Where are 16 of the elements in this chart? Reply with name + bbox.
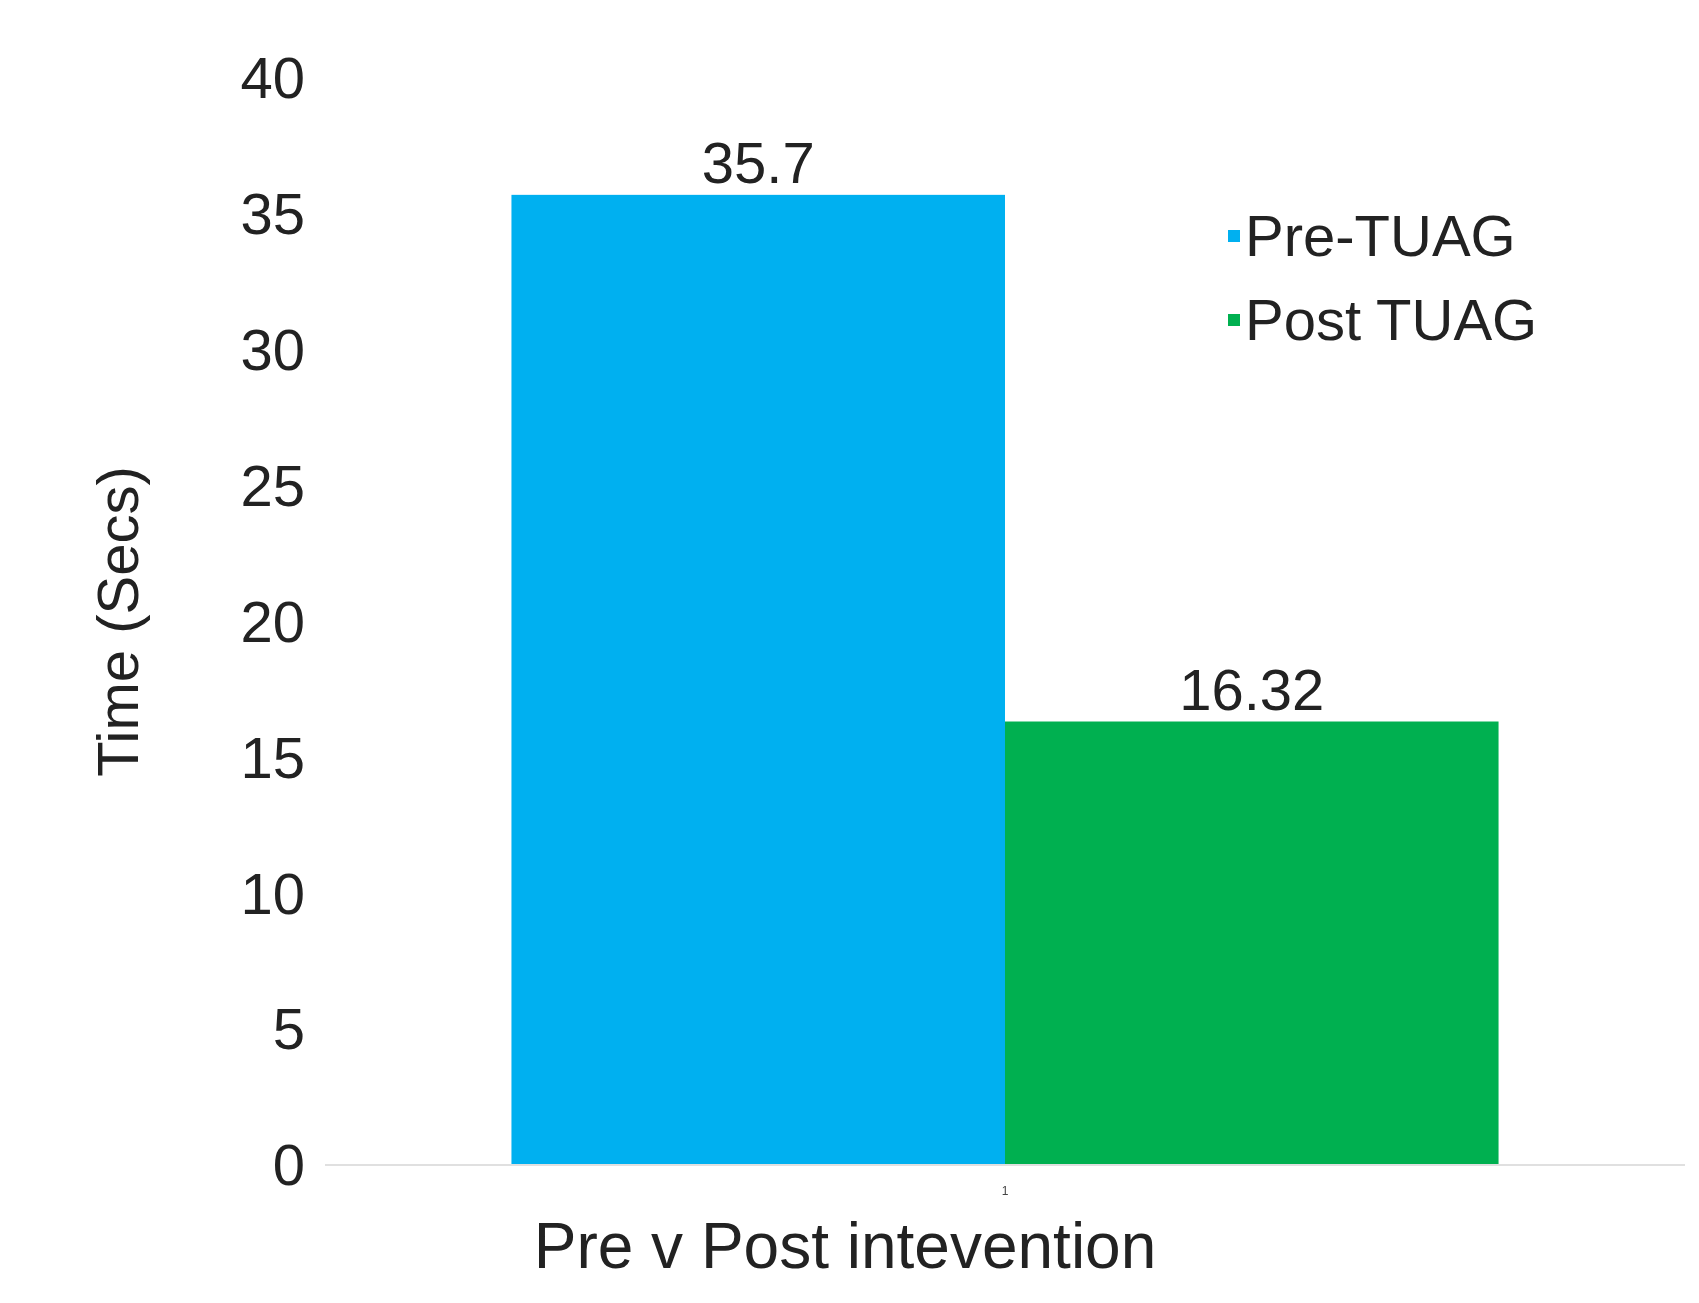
y-tick-label: 25 (240, 452, 305, 518)
y-tick-label: 35 (240, 181, 305, 247)
x-tick-label: 1 (1001, 1184, 1009, 1198)
y-tick-label: 40 (240, 45, 305, 111)
y-tick-label: 5 (272, 996, 305, 1062)
legend-label: Post TUAG (1245, 287, 1538, 353)
data-label: 16.32 (1179, 656, 1325, 722)
legend-label: Pre-TUAG (1245, 203, 1516, 269)
y-tick-label: 20 (240, 588, 305, 654)
y-tick-label: 30 (240, 317, 305, 383)
y-tick-label: 0 (272, 1132, 305, 1198)
y-tick-label: 10 (240, 860, 305, 926)
y-tick-label: 15 (240, 724, 305, 790)
data-label: 35.7 (701, 129, 815, 195)
y-axis-title: Time (Secs) (85, 466, 150, 777)
x-axis-title: Pre v Post intevention (533, 1210, 1157, 1282)
